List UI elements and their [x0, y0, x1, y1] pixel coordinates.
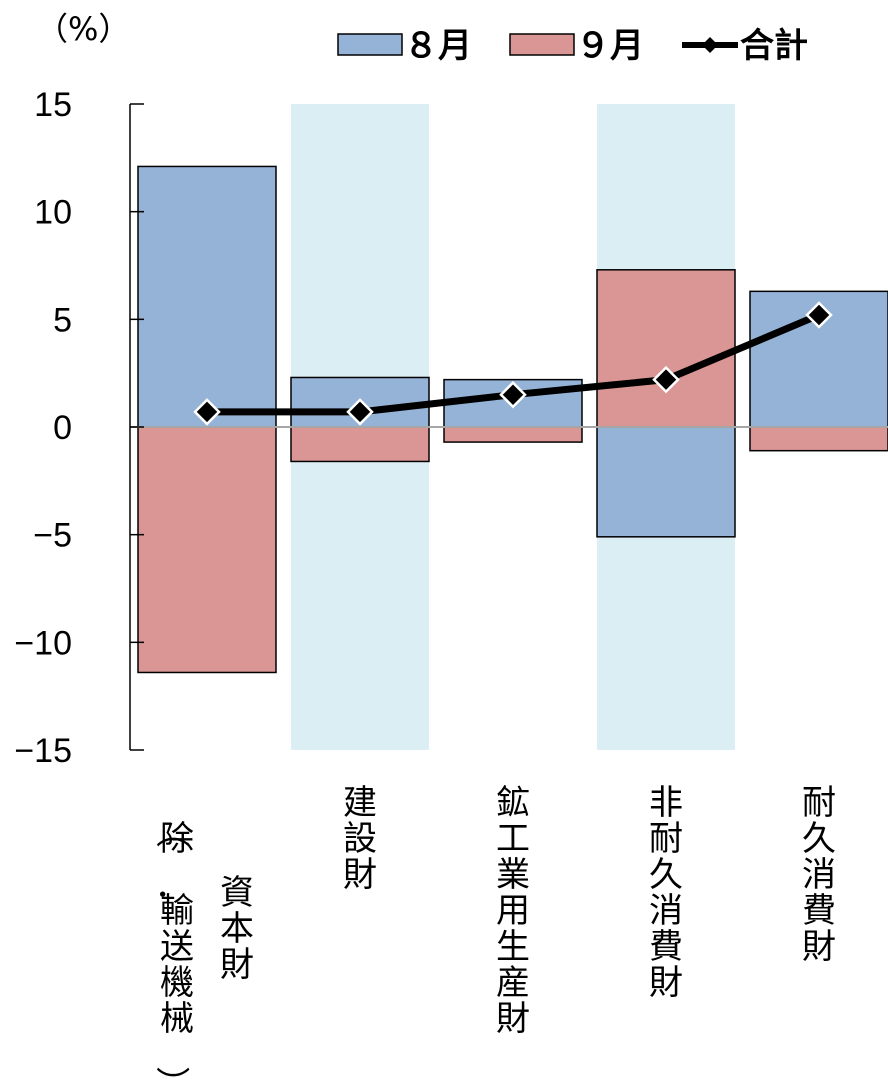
category-label-1: 建設財 — [343, 783, 377, 895]
y-tick-label-3: 0 — [53, 409, 72, 447]
category-labels: 資本財 （除．輸送機械） 建設財 鉱工業用生産財 非耐久消費財 耐久消費財 — [151, 783, 836, 1086]
bars — [137, 165, 888, 674]
total-point-4 — [805, 301, 833, 329]
category-label-0-col-0: 資本財 — [220, 873, 254, 985]
category-label-0-col-1: （除．輸送機械） — [151, 814, 194, 1086]
bar-aug-0 — [137, 165, 277, 428]
bar-aug-3 — [596, 426, 736, 538]
y-tick-label-6: −15 — [14, 732, 72, 770]
y-unit-label: （%） — [36, 10, 130, 48]
total-point-3 — [652, 365, 680, 394]
legend-label-aug: ８月 — [404, 26, 472, 66]
y-tick-label-1: 10 — [34, 194, 72, 232]
category-label-0: 資本財 （除．輸送機械） — [151, 814, 254, 1086]
total-point-0 — [193, 398, 221, 426]
total-point-2 — [499, 380, 527, 409]
category-label-1-col-0: 建設財 — [343, 783, 377, 895]
category-label-2-col-0: 鉱工業用生産財 — [496, 783, 530, 1039]
category-label-3: 非耐久消費財 — [649, 783, 683, 1003]
category-label-4-col-0: 耐久消費財 — [802, 783, 836, 967]
category-label-2: 鉱工業用生産財 — [496, 783, 530, 1039]
legend-label-sep: ９月 — [576, 26, 644, 66]
y-tick-label-2: 5 — [53, 301, 72, 339]
category-label-4: 耐久消費財 — [802, 783, 836, 967]
total-point-1 — [346, 398, 374, 426]
y-tick-label-4: −5 — [33, 517, 72, 555]
bar-sep-4 — [749, 426, 888, 452]
bar-sep-2 — [443, 426, 583, 443]
legend-swatch-sep — [509, 33, 575, 56]
legend-swatch-aug — [337, 33, 403, 56]
y-tick-label-0: 15 — [34, 86, 72, 124]
y-axis: 15 10 5 0 −5 −10 −15 — [14, 86, 888, 770]
y-tick-label-5: −10 — [14, 624, 72, 662]
bar-sep-3 — [596, 269, 736, 428]
bar-sep-1 — [290, 426, 430, 463]
legend-label-total: 合計 — [740, 26, 808, 66]
legend: ８月 ９月 合計 — [337, 26, 808, 66]
bar-sep-0 — [137, 426, 277, 674]
category-label-3-col-0: 非耐久消費財 — [649, 783, 683, 1003]
total-line — [193, 301, 833, 426]
legend-marker-total — [702, 37, 718, 53]
